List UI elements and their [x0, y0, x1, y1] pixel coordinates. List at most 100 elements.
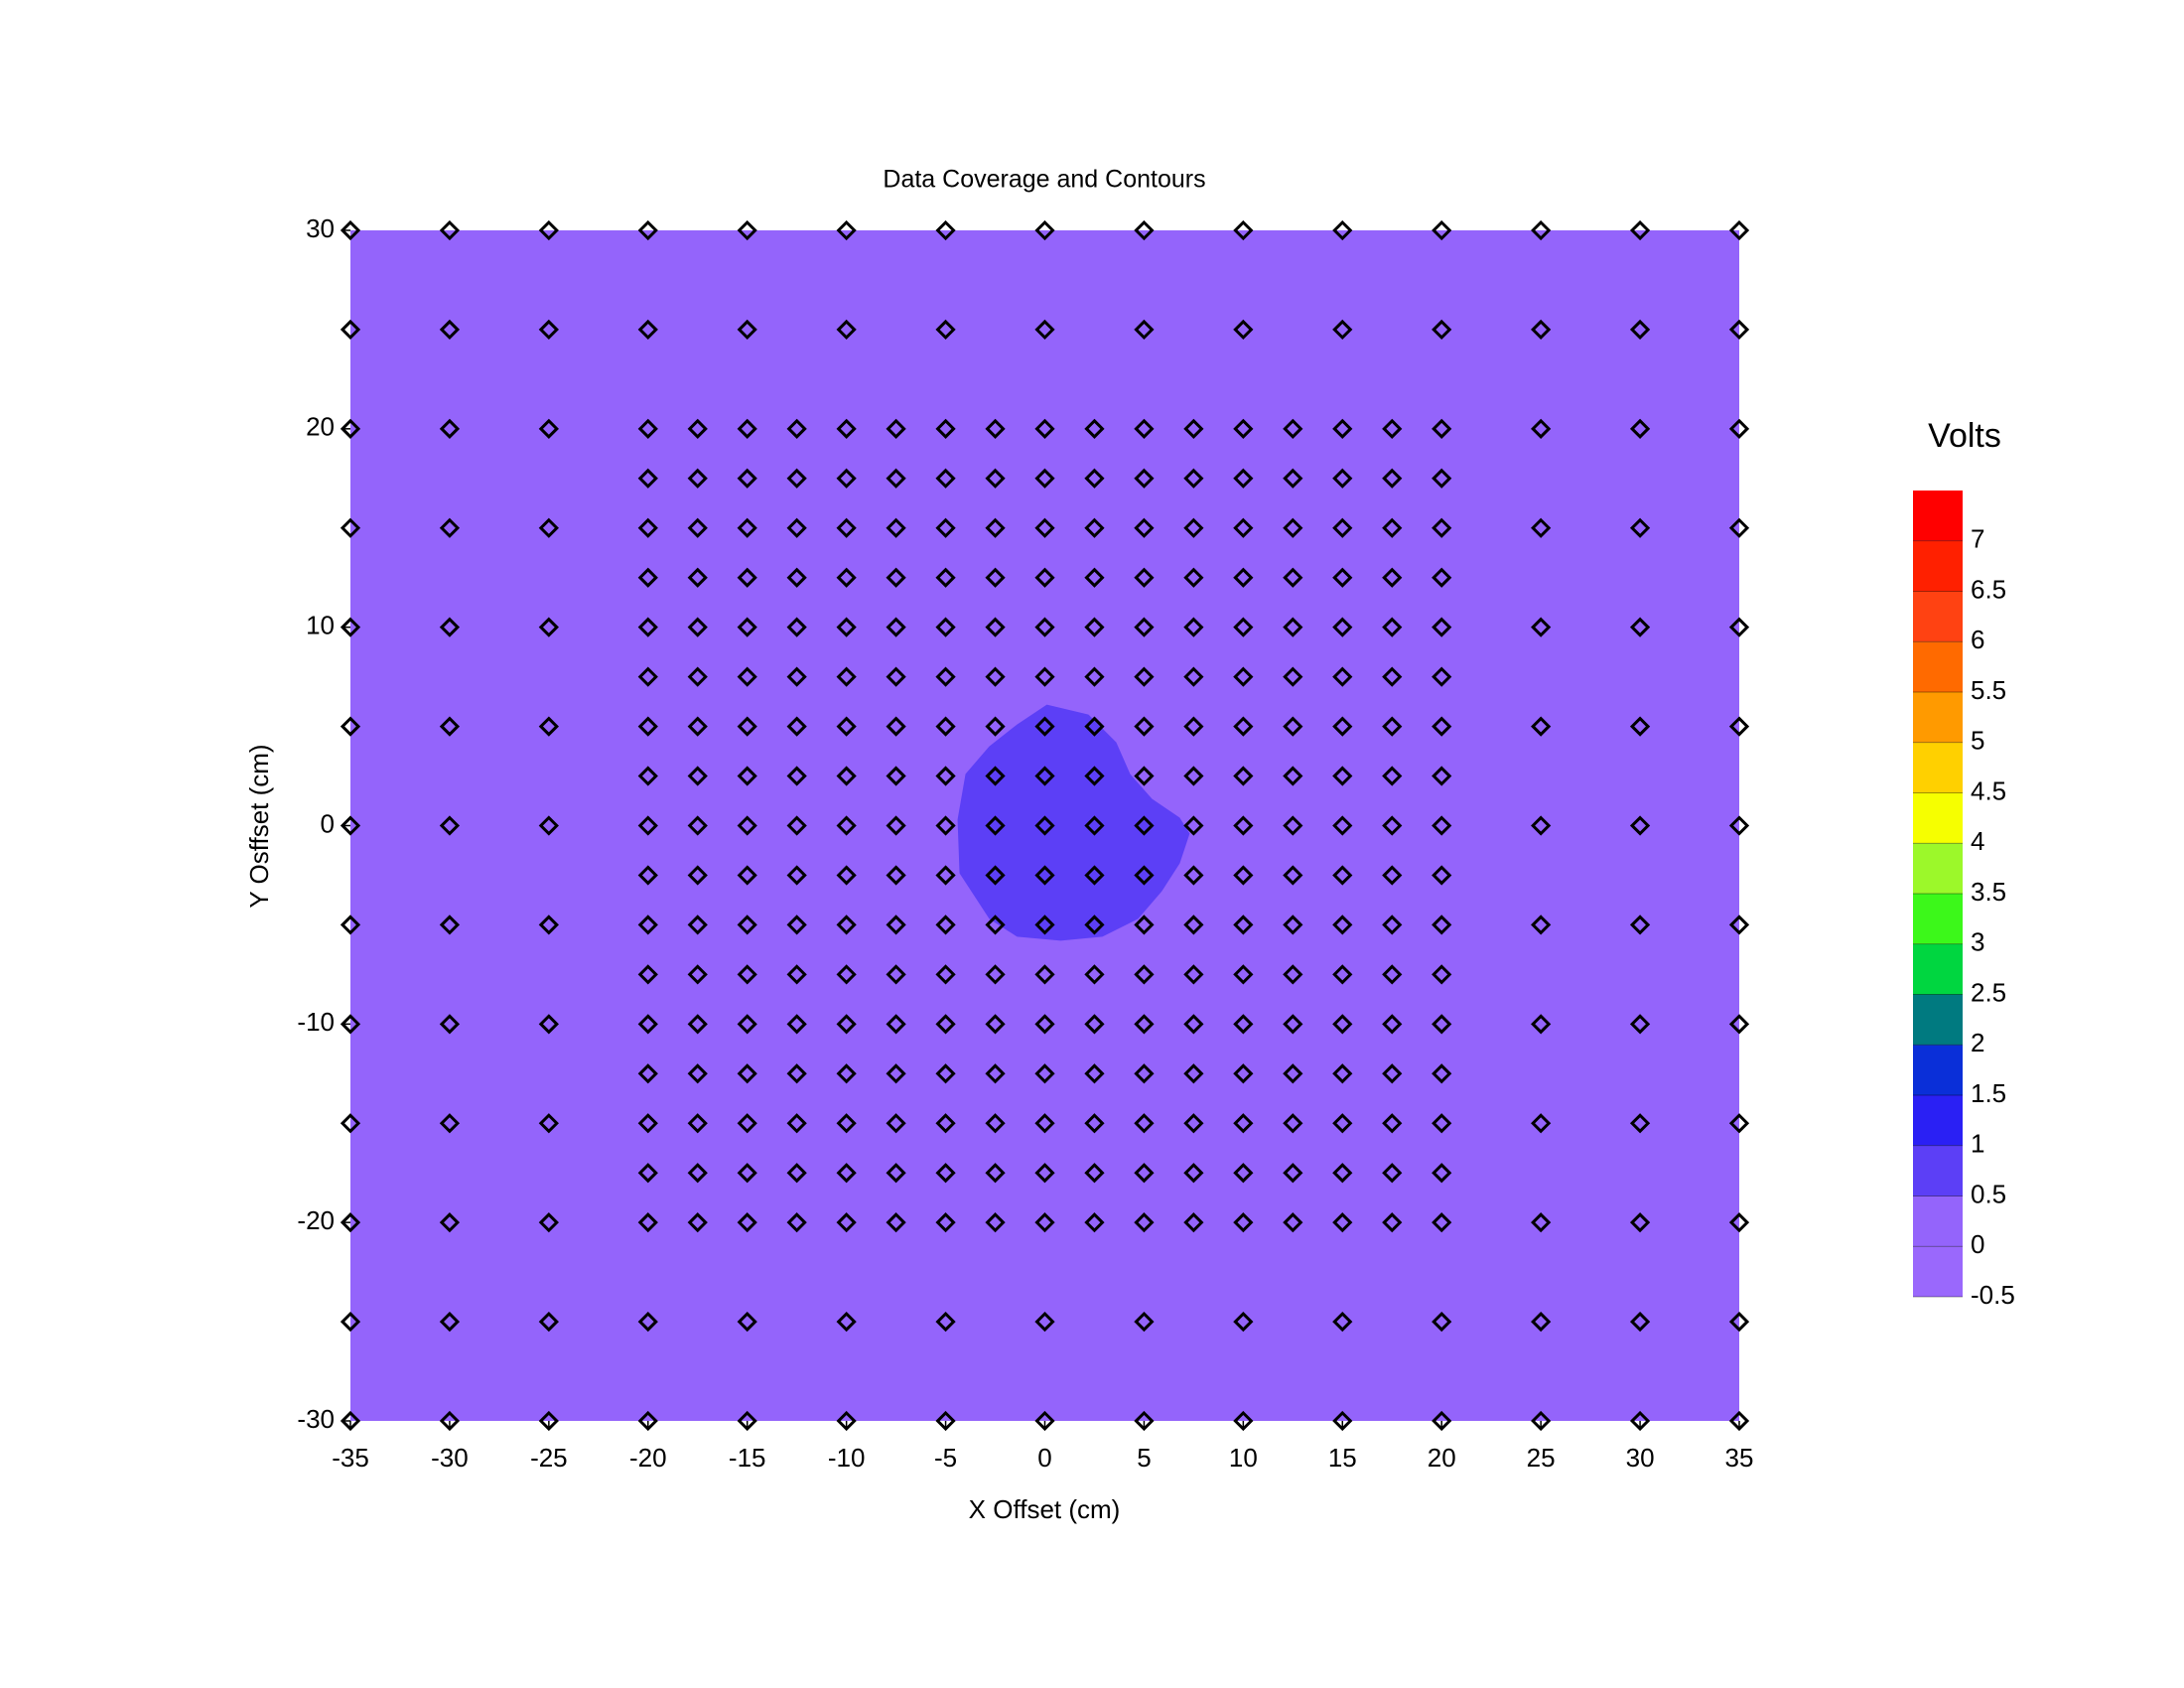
sample-point: [538, 815, 559, 836]
sample-point: [637, 1311, 658, 1333]
x-tick-label: -5: [934, 1443, 957, 1473]
sample-point: [836, 865, 857, 886]
sample-point: [1233, 1311, 1254, 1333]
x-tick-label: 0: [1037, 1443, 1051, 1473]
sample-point: [1728, 517, 1750, 538]
sample-point: [737, 517, 757, 538]
sample-point: [786, 716, 807, 737]
sample-point: [439, 319, 461, 341]
sample-point: [1432, 617, 1452, 637]
sample-point: [1432, 567, 1452, 588]
sample-point: [1084, 914, 1105, 935]
sample-point: [637, 1113, 658, 1134]
sample-point: [1034, 716, 1055, 737]
sample-point: [687, 766, 708, 786]
sample-point: [1432, 1113, 1452, 1134]
sample-point: [1531, 815, 1552, 836]
colorbar-band: [1913, 1045, 1963, 1095]
sample-point: [737, 766, 757, 786]
sample-point: [737, 1163, 757, 1184]
sample-point: [786, 914, 807, 935]
sample-point: [1382, 567, 1403, 588]
sample-point: [786, 418, 807, 439]
sample-point: [1432, 666, 1452, 687]
sample-point: [1233, 666, 1254, 687]
sample-point: [1382, 815, 1403, 836]
x-tick-label: 5: [1137, 1443, 1151, 1473]
sample-point: [1432, 964, 1452, 985]
sample-point: [687, 666, 708, 687]
sample-point: [1629, 219, 1651, 241]
sample-point: [1531, 517, 1552, 538]
sample-point: [1134, 418, 1155, 439]
sample-point: [935, 219, 956, 241]
sample-point: [886, 914, 906, 935]
sample-point: [1134, 1113, 1155, 1134]
colorbar-tick-label: 1.5: [1971, 1078, 2006, 1108]
sample-point: [1283, 617, 1303, 637]
chart-title: Data Coverage and Contours: [883, 166, 1205, 194]
sample-point: [687, 567, 708, 588]
sample-point: [1084, 964, 1105, 985]
sample-point: [935, 666, 956, 687]
sample-point: [340, 418, 361, 439]
sample-point: [836, 1163, 857, 1184]
sample-point: [1432, 219, 1452, 241]
sample-point: [1531, 914, 1552, 935]
sample-point: [1728, 1014, 1750, 1035]
colorbar-band: [1913, 1095, 1963, 1146]
sample-point: [1332, 468, 1353, 489]
colorbar-band: [1913, 843, 1963, 894]
sample-point: [1629, 914, 1651, 935]
sample-point: [1531, 1113, 1552, 1134]
x-tick-label: -15: [729, 1443, 766, 1473]
sample-point: [1382, 716, 1403, 737]
sample-point: [1382, 914, 1403, 935]
colorbar-title: Volts: [1928, 417, 2001, 455]
sample-point: [737, 815, 757, 836]
sample-point: [935, 815, 956, 836]
sample-point: [1233, 1014, 1254, 1035]
sample-point: [1084, 617, 1105, 637]
sample-point: [985, 1063, 1006, 1084]
sample-point: [1084, 716, 1105, 737]
colorbar-band: [1913, 1145, 1963, 1196]
x-tick-label: 10: [1229, 1443, 1258, 1473]
sample-point: [1629, 815, 1651, 836]
colorbar-band: [1913, 491, 1963, 541]
sample-point: [836, 1311, 857, 1333]
sample-point: [1332, 517, 1353, 538]
sample-point: [1531, 617, 1552, 637]
sample-point: [1084, 468, 1105, 489]
sample-point: [935, 1311, 956, 1333]
sample-point: [786, 964, 807, 985]
sample-point: [1034, 815, 1055, 836]
sample-point: [1134, 1163, 1155, 1184]
x-tick-label: -25: [530, 1443, 568, 1473]
sample-point: [340, 1212, 361, 1233]
sample-point: [1332, 567, 1353, 588]
colorbar-tick-label: 4.5: [1971, 775, 2006, 805]
sample-point: [886, 1014, 906, 1035]
sample-point: [886, 1113, 906, 1134]
sample-point: [439, 1014, 461, 1035]
sample-point: [1629, 617, 1651, 637]
y-tick-label: -10: [297, 1007, 335, 1037]
sample-point: [1183, 1163, 1204, 1184]
sample-point: [1283, 418, 1303, 439]
sample-point: [1531, 1212, 1552, 1233]
sample-point: [1233, 418, 1254, 439]
sample-point: [1728, 617, 1750, 637]
sample-point: [687, 1212, 708, 1233]
sample-point: [1332, 1063, 1353, 1084]
sample-point: [1134, 219, 1155, 241]
sample-point: [737, 666, 757, 687]
sample-point: [1134, 1063, 1155, 1084]
sample-point: [538, 1212, 559, 1233]
sample-point: [439, 418, 461, 439]
sample-point: [1332, 914, 1353, 935]
sample-point: [1332, 219, 1353, 241]
sample-point: [836, 418, 857, 439]
sample-point: [786, 1212, 807, 1233]
sample-point: [786, 865, 807, 886]
